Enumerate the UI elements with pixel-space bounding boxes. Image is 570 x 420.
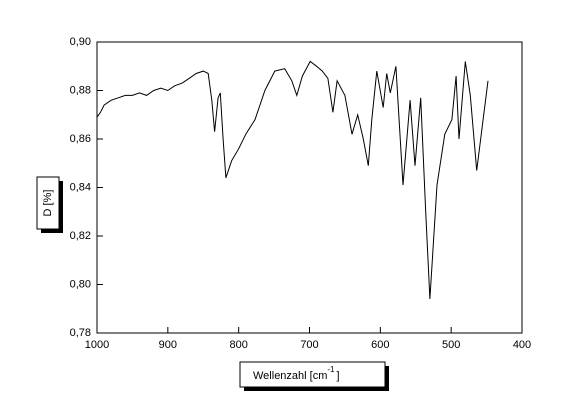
x-tick-label: 900 bbox=[159, 339, 177, 351]
x-tick-label: 400 bbox=[513, 339, 531, 351]
y-tick-label: 0,78 bbox=[70, 327, 91, 339]
y-axis-label: D [%] bbox=[42, 190, 54, 217]
x-tick-label: 600 bbox=[371, 339, 389, 351]
y-tick-label: 0,88 bbox=[70, 84, 91, 96]
x-axis-label-main: Wellenzahl [cm bbox=[253, 370, 327, 382]
y-tick-label: 0,84 bbox=[70, 181, 91, 193]
x-axis-label-sup: -1 bbox=[327, 365, 335, 374]
x-axis-label: Wellenzahl [cm-1] bbox=[253, 365, 340, 382]
y-tick-label: 0,86 bbox=[70, 133, 91, 145]
x-axis-label-end: ] bbox=[337, 370, 340, 382]
y-tick-label: 0,80 bbox=[70, 278, 91, 290]
y-tick-label: 0,82 bbox=[70, 230, 91, 242]
xlabel-box bbox=[239, 361, 386, 388]
x-tick-label: 500 bbox=[442, 339, 460, 351]
spectrum-line bbox=[96, 60, 489, 300]
x-tick-label: 1000 bbox=[85, 339, 109, 351]
x-tick-label: 800 bbox=[229, 339, 247, 351]
y-tick-label: 0,90 bbox=[70, 36, 91, 48]
x-tick-label: 700 bbox=[300, 339, 318, 351]
ylabel-box bbox=[36, 176, 60, 230]
